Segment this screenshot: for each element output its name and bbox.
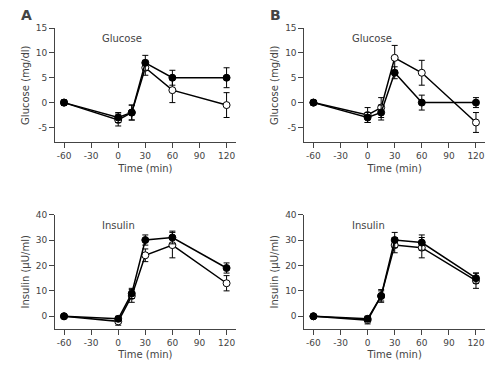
svg-text:90: 90 <box>443 338 455 348</box>
svg-text:5: 5 <box>291 73 297 83</box>
svg-text:30: 30 <box>140 338 152 348</box>
svg-text:60: 60 <box>167 338 179 348</box>
svg-text:Glucose (mg/dl): Glucose (mg/dl) <box>20 45 31 125</box>
svg-text:30: 30 <box>36 235 48 245</box>
svg-text:10: 10 <box>36 48 48 58</box>
svg-text:Glucose: Glucose <box>102 33 142 44</box>
svg-text:15: 15 <box>285 23 296 33</box>
svg-text:90: 90 <box>194 338 206 348</box>
svg-text:-30: -30 <box>84 338 99 348</box>
svg-text:0: 0 <box>365 338 371 348</box>
svg-text:120: 120 <box>218 338 235 348</box>
svg-text:0: 0 <box>291 98 297 108</box>
svg-text:-60: -60 <box>57 338 72 348</box>
svg-text:20: 20 <box>36 261 48 271</box>
svg-text:-30: -30 <box>333 338 348 348</box>
svg-text:30: 30 <box>389 338 401 348</box>
svg-text:A: A <box>21 7 32 23</box>
svg-text:120: 120 <box>467 151 484 161</box>
svg-text:90: 90 <box>194 151 206 161</box>
svg-text:-5: -5 <box>38 123 47 133</box>
svg-text:0: 0 <box>41 98 47 108</box>
svg-text:0: 0 <box>41 311 47 321</box>
svg-text:Time (min): Time (min) <box>117 163 172 174</box>
svg-text:Insulin: Insulin <box>102 220 135 231</box>
svg-text:40: 40 <box>36 210 48 220</box>
svg-text:20: 20 <box>285 261 297 271</box>
svg-text:Time (min): Time (min) <box>117 349 172 360</box>
svg-text:10: 10 <box>285 48 297 58</box>
svg-text:0: 0 <box>115 151 121 161</box>
svg-text:15: 15 <box>36 23 47 33</box>
svg-text:60: 60 <box>416 151 428 161</box>
svg-text:-30: -30 <box>333 151 348 161</box>
svg-text:Insulin (μU/ml): Insulin (μU/ml) <box>269 235 280 308</box>
svg-text:-5: -5 <box>288 123 297 133</box>
svg-text:30: 30 <box>285 235 297 245</box>
svg-text:60: 60 <box>167 151 179 161</box>
svg-text:5: 5 <box>41 73 47 83</box>
svg-text:60: 60 <box>416 338 428 348</box>
svg-text:-60: -60 <box>306 338 321 348</box>
svg-text:0: 0 <box>115 338 121 348</box>
svg-text:Glucose: Glucose <box>352 33 392 44</box>
svg-text:10: 10 <box>36 286 48 296</box>
svg-text:120: 120 <box>467 338 484 348</box>
svg-text:0: 0 <box>365 151 371 161</box>
svg-text:-60: -60 <box>306 151 321 161</box>
svg-text:-30: -30 <box>84 151 99 161</box>
svg-text:40: 40 <box>285 210 297 220</box>
svg-text:30: 30 <box>389 151 401 161</box>
svg-text:-60: -60 <box>57 151 72 161</box>
svg-text:10: 10 <box>285 286 297 296</box>
svg-text:120: 120 <box>218 151 235 161</box>
svg-text:Glucose (mg/dl): Glucose (mg/dl) <box>269 45 280 125</box>
svg-text:Insulin (μU/ml): Insulin (μU/ml) <box>20 235 31 308</box>
svg-text:30: 30 <box>140 151 152 161</box>
svg-text:B: B <box>270 7 281 23</box>
svg-text:90: 90 <box>443 151 455 161</box>
svg-text:Time (min): Time (min) <box>367 163 422 174</box>
svg-text:0: 0 <box>291 311 297 321</box>
svg-text:Time (min): Time (min) <box>367 349 422 360</box>
svg-text:Insulin: Insulin <box>352 220 385 231</box>
